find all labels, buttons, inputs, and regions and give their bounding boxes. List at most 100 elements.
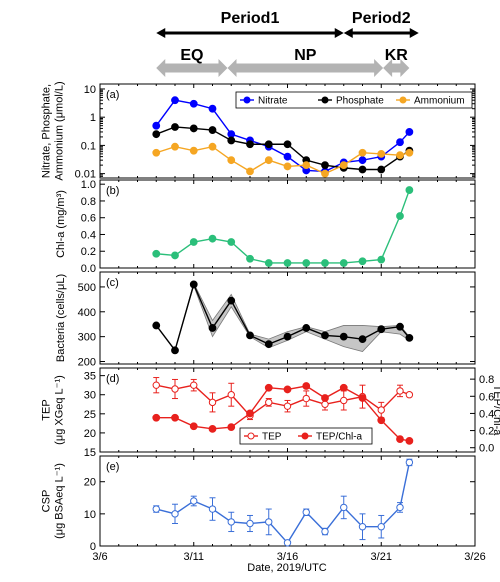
data-point	[377, 416, 386, 425]
period-2: Period2	[343, 10, 419, 38]
data-point	[358, 156, 367, 165]
data-point	[396, 151, 404, 160]
data-point	[227, 156, 236, 165]
x-tick-label: 3/16	[277, 551, 298, 563]
period-arrow-head-right	[334, 28, 344, 38]
y-axis-label: Bacteria (cells/μL)	[55, 274, 67, 362]
data-point	[152, 381, 160, 389]
data-point	[189, 280, 198, 289]
data-point	[396, 503, 404, 512]
data-point	[358, 335, 367, 344]
y-tick-label: 30	[84, 390, 96, 402]
y-axis-label: Nitrate, Phosphate,	[41, 84, 53, 178]
series-bacteria	[152, 280, 414, 355]
data-point	[265, 518, 273, 526]
y2-tick-label: 0.0	[479, 443, 494, 455]
phase-arrow	[227, 59, 384, 77]
y-tick-label: 10	[84, 84, 96, 96]
data-point	[321, 400, 329, 408]
data-point	[227, 423, 236, 432]
data-point	[396, 138, 404, 147]
y-tick-label: 20	[84, 477, 96, 489]
data-point	[321, 259, 329, 267]
data-point	[208, 126, 217, 134]
phase-kr: KR	[383, 47, 410, 77]
y2-tick-label: 0.2	[479, 426, 494, 438]
data-point	[227, 391, 235, 399]
data-point	[171, 251, 179, 260]
data-point	[227, 518, 235, 526]
panel-label: (b)	[106, 185, 119, 197]
data-point	[396, 322, 404, 331]
data-point	[283, 402, 292, 410]
y-tick-label: 500	[78, 282, 96, 294]
y-tick-label: 1	[90, 112, 96, 124]
data-point	[246, 331, 254, 340]
data-point	[152, 130, 161, 139]
data-point	[283, 539, 292, 547]
y-tick-label: 0	[90, 541, 96, 553]
data-point	[171, 510, 179, 518]
period-arrow-head-left	[156, 28, 166, 38]
data-point	[358, 394, 367, 402]
y-axis-label: (μg BSAeq L⁻¹)	[54, 463, 66, 539]
data-point	[152, 121, 161, 130]
data-point	[208, 104, 217, 113]
x-tick-label: 3/6	[92, 551, 107, 563]
data-point	[302, 161, 311, 170]
y2-axis-label: TEP/Chl-a	[491, 385, 500, 437]
range-band	[155, 282, 410, 353]
data-point	[264, 156, 273, 165]
data-point	[171, 96, 179, 105]
legend-label: Nitrate	[258, 96, 288, 107]
data-point	[321, 161, 329, 170]
data-point	[152, 249, 161, 258]
data-point	[283, 152, 292, 161]
series-chl-a	[152, 186, 414, 267]
data-point	[189, 99, 198, 108]
data-point	[377, 255, 386, 264]
data-point	[302, 382, 311, 390]
data-point	[208, 505, 217, 513]
legend-item: Nitrate	[240, 96, 288, 107]
legend-marker	[243, 96, 251, 104]
data-point	[189, 422, 198, 431]
data-point	[208, 424, 217, 433]
data-point	[190, 381, 198, 389]
data-point	[265, 398, 273, 407]
data-point	[396, 435, 404, 444]
y-tick-label: 0.4	[81, 229, 96, 241]
data-point	[339, 383, 348, 392]
data-point	[405, 436, 414, 445]
data-point	[358, 148, 367, 157]
y-axis-label: TEP	[41, 399, 53, 420]
period-annotations: Period1 Period2 EQ NP KR	[156, 10, 419, 77]
data-point	[396, 387, 404, 395]
period-arrow-head-right	[409, 28, 419, 38]
data-point	[321, 527, 329, 536]
data-point	[246, 167, 254, 176]
data-point	[321, 394, 329, 402]
data-point	[264, 383, 273, 392]
legend-item: TEP/Chl-a	[298, 432, 363, 443]
y-tick-label: 25	[84, 409, 96, 421]
legend-marker	[321, 96, 329, 104]
data-point	[358, 257, 367, 266]
y-tick-label: 0.6	[81, 213, 96, 225]
phase-label: NP	[294, 47, 317, 64]
plot-frame	[99, 455, 476, 547]
phase-arrow	[383, 59, 410, 77]
data-point	[227, 136, 236, 145]
data-point	[321, 169, 329, 178]
phase-eq: EQ	[156, 47, 228, 77]
panel-label: (d)	[106, 373, 119, 385]
data-point	[208, 324, 217, 332]
period-arrow-head-left	[343, 28, 353, 38]
y-tick-label: 0.2	[81, 246, 96, 258]
panel-a: 0.01 0.1 1 10 Nitrate, Phosphate, Ammonium (μ…	[41, 81, 476, 181]
data-point	[339, 161, 348, 170]
data-point	[377, 150, 386, 158]
data-point	[405, 128, 414, 136]
